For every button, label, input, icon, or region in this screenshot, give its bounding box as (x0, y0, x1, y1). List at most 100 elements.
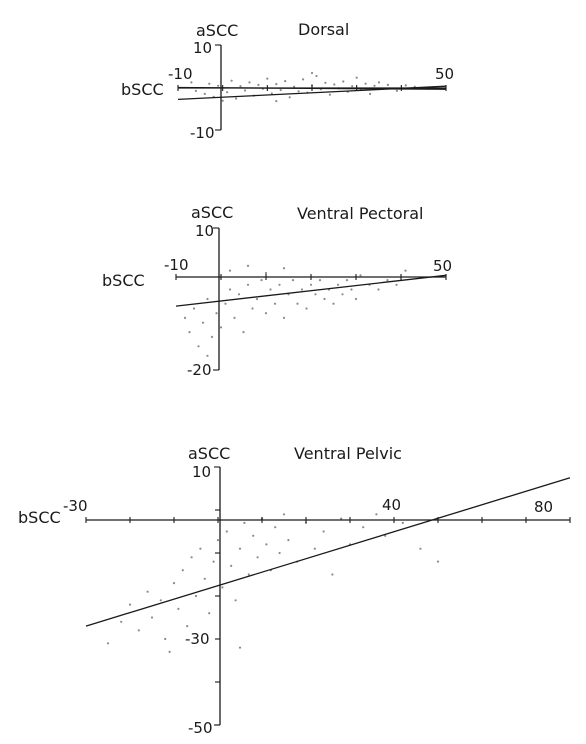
ventral-pelvic-regression-line-1 (85, 477, 571, 627)
dorsal-point (257, 83, 260, 86)
ventral-pectoral-point (269, 288, 272, 291)
ventral-pectoral-point (395, 283, 398, 286)
ventral-pectoral-point (237, 293, 241, 296)
dorsal-point (404, 84, 407, 87)
ventral-pectoral-point (309, 283, 313, 286)
ventral-pectoral-point (215, 312, 218, 315)
ventral-pelvic-point (375, 513, 378, 516)
ventral-pelvic-point (146, 590, 149, 593)
dorsal-point (302, 78, 305, 81)
ventral-pectoral-point (296, 302, 299, 305)
ventral-pelvic-point (199, 547, 202, 550)
panel-dorsal-xlabel: bSCC (121, 80, 164, 99)
panel-dorsal: Dorsal aSCC bSCC -10 50 10 -10 (121, 20, 454, 142)
panel-ventral-pectoral-regression (175, 274, 447, 307)
panel-ventral-pectoral-ymin-label: -20 (187, 361, 212, 379)
dorsal-point (284, 80, 287, 83)
ventral-pelvic-point (181, 569, 184, 572)
ventral-pelvic-point (331, 573, 334, 576)
panel-dorsal-xmin-label: -10 (168, 65, 193, 83)
ventral-pelvic-point (128, 603, 132, 606)
ventral-pelvic-point (401, 521, 404, 525)
ventral-pectoral-point (345, 279, 349, 282)
dorsal-point (275, 83, 278, 86)
ventral-pectoral-point (354, 297, 358, 301)
ventral-pectoral-point (219, 326, 223, 329)
ventral-pelvic-point (419, 547, 422, 550)
ventral-pectoral-point (251, 307, 254, 310)
dorsal-point (221, 99, 224, 102)
panel-ventral-pelvic-xlabel: bSCC (18, 508, 61, 527)
dorsal-point (328, 93, 331, 96)
ventral-pectoral-point (228, 269, 232, 272)
ventral-pectoral-point (291, 279, 295, 282)
panel-ventral-pelvic-ymax-label: 10 (192, 463, 211, 481)
ventral-pelvic-point (238, 646, 242, 649)
dorsal-point (310, 71, 314, 75)
ventral-pectoral-point (255, 297, 259, 301)
ventral-pelvic-point (159, 599, 162, 602)
dorsal-point (373, 84, 376, 87)
ventral-pelvic-point (340, 517, 343, 520)
ventral-pectoral-point (282, 316, 286, 319)
dorsal-point (239, 85, 242, 88)
panel-ventral-pelvic-ymin-label: -50 (188, 719, 213, 737)
panel-dorsal-ymax-label: 10 (193, 39, 212, 57)
ventral-pectoral-point (359, 274, 362, 277)
dorsal-point (377, 81, 381, 84)
dorsal-point (293, 85, 296, 88)
ventral-pelvic-point (225, 530, 228, 533)
panel-dorsal-ylabel: aSCC (196, 21, 238, 40)
panel-ventral-pectoral-ymax-label: 10 (195, 222, 214, 240)
ventral-pelvic-point (252, 534, 255, 537)
dorsal-point (395, 89, 398, 92)
ventral-pectoral-point (300, 288, 304, 291)
ventral-pectoral-point (264, 271, 268, 275)
dorsal-point (279, 88, 282, 92)
ventral-pectoral-point (206, 354, 209, 357)
dorsal-point (226, 91, 229, 94)
ventral-pectoral-point (224, 302, 227, 305)
dorsal-point (208, 82, 211, 85)
ventral-pelvic-point (362, 526, 365, 529)
ventral-pectoral-point (228, 288, 232, 291)
ventral-pelvic-point (172, 582, 176, 585)
ventral-pectoral-point (264, 312, 268, 315)
panel-ventral-pelvic-xmax-label: 80 (534, 498, 553, 516)
ventral-pectoral-point (332, 302, 335, 305)
panel-ventral-pectoral-axes (175, 227, 447, 371)
ventral-pelvic-point (247, 573, 250, 576)
ventral-pectoral-point (233, 316, 236, 319)
ventral-pelvic-point (234, 599, 237, 602)
panel-ventral-pelvic-title: Ventral Pelvic (294, 444, 402, 463)
ventral-pelvic-point (256, 556, 259, 559)
dorsal-point (230, 79, 233, 82)
dorsal-point (364, 82, 367, 85)
panel-ventral-pelvic-ylabel: aSCC (188, 444, 230, 463)
dorsal-point (386, 83, 389, 86)
ventral-pelvic-point (243, 521, 246, 525)
dorsal-point (351, 85, 354, 88)
panel-dorsal-axes (177, 44, 447, 131)
panel-ventral-pectoral-ylabel: aSCC (191, 203, 233, 222)
ventral-pectoral-point (192, 307, 196, 310)
dorsal-point (315, 74, 318, 78)
dorsal-point (203, 92, 206, 95)
panel-ventral-pectoral-title: Ventral Pectoral (297, 204, 423, 223)
dorsal-point (333, 83, 336, 86)
ventral-pectoral-point (350, 288, 353, 291)
ventral-pectoral-point (246, 283, 250, 286)
panel-ventral-pelvic-axes (85, 466, 571, 726)
ventral-pelvic-point (274, 526, 277, 529)
ventral-pectoral-point (273, 302, 277, 305)
dorsal-point (270, 92, 273, 95)
ventral-pectoral-point (246, 264, 250, 267)
ventral-pectoral-point (260, 279, 263, 282)
ventral-pectoral-point (278, 283, 281, 286)
ventral-pelvic-point (190, 556, 193, 559)
ventral-pelvic-point (265, 543, 268, 546)
ventral-pectoral-point (323, 297, 326, 301)
panel-ventral-pelvic-regression (85, 477, 571, 627)
panel-dorsal-title: Dorsal (298, 20, 349, 39)
